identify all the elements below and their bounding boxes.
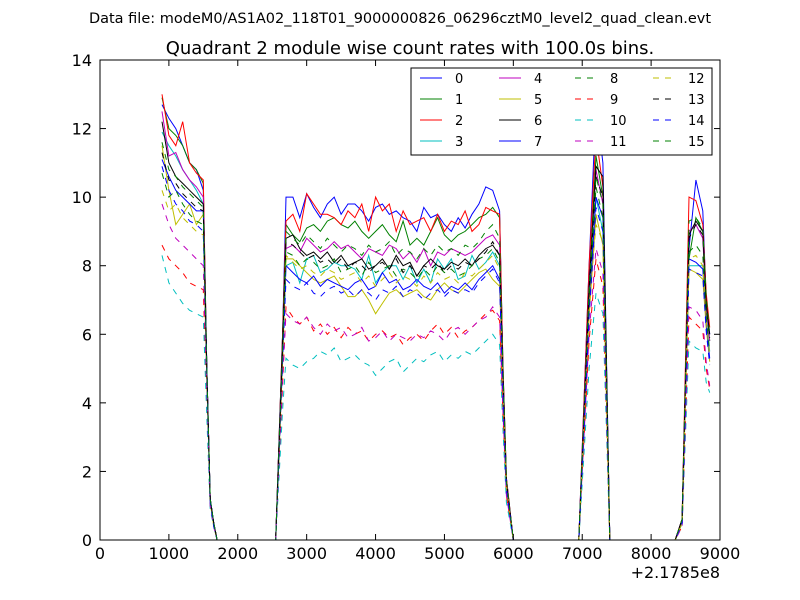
y-tick-label: 0 bbox=[82, 531, 92, 550]
legend-label-10: 10 bbox=[610, 114, 627, 129]
x-tick-label: 2000 bbox=[217, 544, 258, 563]
legend-label-12: 12 bbox=[688, 72, 705, 87]
y-tick-label: 14 bbox=[72, 51, 92, 70]
legend-label-1: 1 bbox=[455, 93, 463, 108]
x-tick-label: 3000 bbox=[286, 544, 327, 563]
legend-label-0: 0 bbox=[455, 72, 463, 87]
legend-label-8: 8 bbox=[610, 72, 618, 87]
series-line-14 bbox=[161, 166, 711, 540]
plot-frame bbox=[99, 59, 721, 541]
legend-label-14: 14 bbox=[688, 114, 705, 129]
series-line-10 bbox=[161, 255, 711, 540]
legend-label-13: 13 bbox=[688, 93, 705, 108]
legend-frame bbox=[410, 67, 713, 156]
legend-label-5: 5 bbox=[534, 93, 542, 108]
chart-title: Quadrant 2 module wise count rates with … bbox=[166, 38, 655, 59]
y-tick-label: 6 bbox=[82, 325, 92, 344]
legend-label-2: 2 bbox=[455, 114, 463, 129]
series-layer bbox=[161, 94, 711, 540]
series-line-12 bbox=[161, 190, 711, 540]
series-line-2 bbox=[161, 94, 711, 540]
series-line-5 bbox=[161, 145, 711, 540]
legend-label-15: 15 bbox=[688, 135, 705, 150]
y-tick-label: 4 bbox=[82, 394, 92, 413]
x-tick-label: 6000 bbox=[493, 544, 534, 563]
legend-label-3: 3 bbox=[455, 135, 463, 150]
series-line-6 bbox=[161, 121, 711, 540]
legend-label-7: 7 bbox=[534, 135, 542, 150]
x-tick-label: 8000 bbox=[631, 544, 672, 563]
y-tick-label: 8 bbox=[82, 257, 92, 276]
x-axis: 0 1000 2000 3000 4000 5000 6000 7000 8000 9000 bbox=[95, 60, 740, 563]
x-tick-label: 4000 bbox=[355, 544, 396, 563]
legend-label-4: 4 bbox=[534, 72, 542, 87]
x-tick-label: 9000 bbox=[700, 544, 741, 563]
legend-label-11: 11 bbox=[610, 135, 627, 150]
x-offset-label: +2.1785e8 bbox=[631, 563, 720, 582]
x-tick-label: 5000 bbox=[424, 544, 465, 563]
x-tick-label: 1000 bbox=[149, 544, 190, 563]
y-tick-label: 2 bbox=[82, 462, 92, 481]
series-line-8 bbox=[161, 172, 711, 540]
legend-label-6: 6 bbox=[534, 114, 542, 129]
legend-label-9: 9 bbox=[610, 93, 618, 108]
series-line-0 bbox=[161, 104, 711, 540]
x-tick-label: 0 bbox=[95, 544, 105, 563]
y-tick-label: 12 bbox=[72, 120, 92, 139]
series-line-13 bbox=[161, 152, 711, 540]
series-line-15 bbox=[161, 142, 711, 540]
y-tick-label: 10 bbox=[72, 188, 92, 207]
suptitle: Data file: modeM0/AS1A02_118T01_90000008… bbox=[89, 11, 711, 27]
series-line-9 bbox=[161, 244, 711, 540]
series-line-3 bbox=[161, 131, 711, 540]
x-tick-label: 7000 bbox=[562, 544, 603, 563]
series-line-7 bbox=[161, 159, 711, 540]
series-line-1 bbox=[161, 97, 711, 540]
series-line-4 bbox=[161, 111, 711, 540]
